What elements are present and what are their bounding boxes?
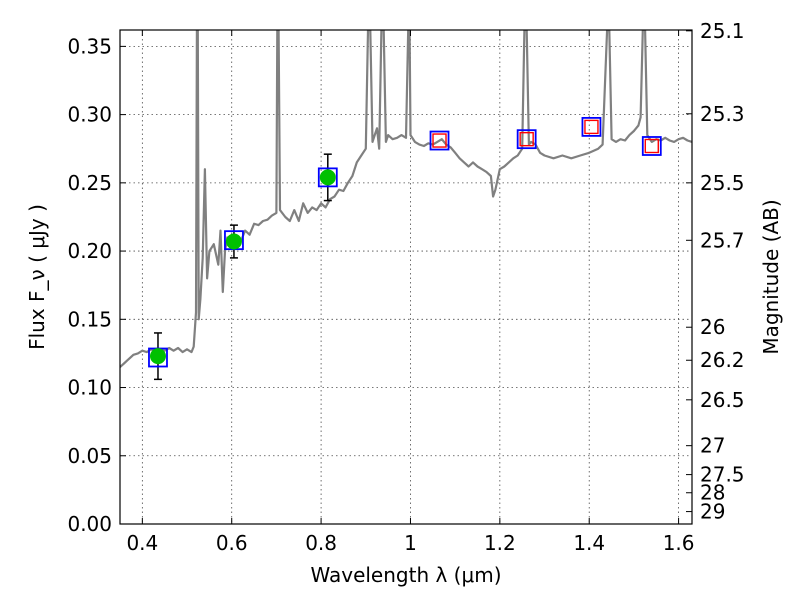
x-tick-label: 0.4 xyxy=(126,531,158,555)
y-axis-label: Flux F_ν ( μJy ) xyxy=(25,204,49,350)
y-tick-label: 0.05 xyxy=(67,444,112,468)
marker-layer xyxy=(148,116,662,381)
model-photometry-box xyxy=(429,130,450,151)
plot-frame xyxy=(119,29,693,525)
model-photometry-box xyxy=(641,136,662,156)
mag-tick-label: 26.5 xyxy=(700,388,745,412)
observed-flux-point xyxy=(149,348,166,365)
x-tick-label: 1 xyxy=(404,531,417,555)
y-tick-label: 0.10 xyxy=(67,376,112,400)
mag-tick-label: 27 xyxy=(700,434,725,458)
x-tick-label: 0.8 xyxy=(305,531,337,555)
nondetection-box xyxy=(644,138,659,154)
mag-tick-label: 26 xyxy=(700,315,725,339)
x-tick-label: 0.6 xyxy=(216,531,248,555)
x-tick-label: 1.2 xyxy=(484,531,516,555)
mag-tick-label: 25.5 xyxy=(700,171,745,195)
y-tick-label: 0.30 xyxy=(67,103,112,127)
model-photometry-box xyxy=(516,129,537,150)
y-tick-label: 0.35 xyxy=(67,34,112,58)
mag-tick-label: 26.2 xyxy=(700,348,745,372)
mag-tick-label: 27.5 xyxy=(700,463,745,487)
data-layer xyxy=(120,30,692,368)
nondetection-box xyxy=(584,119,599,135)
model-photometry-box xyxy=(581,116,602,137)
y-tick-label: 0.15 xyxy=(67,307,112,331)
mag-tick-label: 28 xyxy=(700,481,725,505)
nondetection-box xyxy=(519,131,534,147)
mag-tick-label: 25.3 xyxy=(700,102,745,126)
x-tick-label: 1.4 xyxy=(573,531,605,555)
model-spectrum-line xyxy=(120,30,692,368)
observed-flux-point xyxy=(225,233,242,250)
x-tick-label: 1.6 xyxy=(663,531,695,555)
mag-tick-label: 25.7 xyxy=(700,228,745,252)
x-axis-label: Wavelength λ (μm) xyxy=(310,563,501,587)
y-tick-label: 0.00 xyxy=(67,512,112,536)
nondetection-box xyxy=(432,133,447,148)
mag-tick-label: 29 xyxy=(700,500,725,524)
mag-tick-label: 25.1 xyxy=(700,19,745,43)
model-photometry-box xyxy=(317,167,338,188)
y-tick-label: 0.25 xyxy=(67,171,112,195)
y-tick-label: 0.20 xyxy=(67,239,112,263)
observed-flux-point xyxy=(319,169,336,186)
axes: 0.4 0.6 0.8 1 1.2 1.4 1.6 0.00 0.05 0.10 0.15 0.20 0… xyxy=(67,19,744,555)
y2-axis-label: Magnitude (AB) xyxy=(759,199,783,354)
